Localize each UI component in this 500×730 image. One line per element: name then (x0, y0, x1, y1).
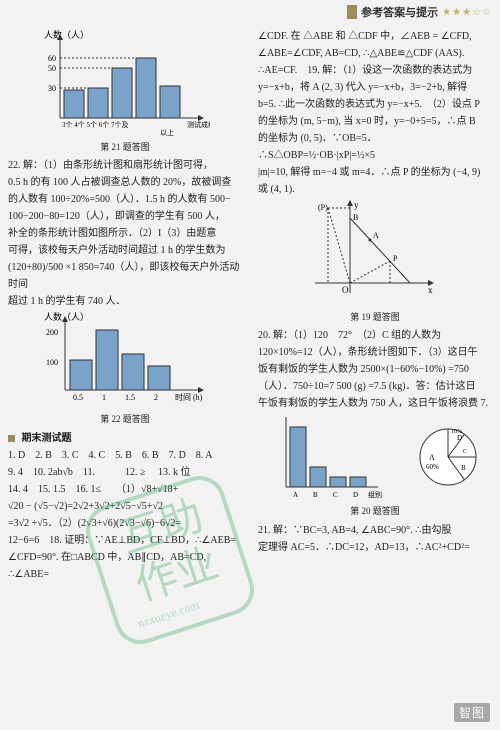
text-22a: 22. 解：（1）由条形统计图和扇形统计图可得， (8, 157, 242, 174)
svg-text:D: D (457, 434, 462, 442)
text-22e: 补全的条形统计图如图所示．（2）I（3）由题意 (8, 225, 242, 242)
final-l5: =3√2 +√5．（2）(2√3+√6)(2√3−√6)−6√2= (8, 515, 242, 532)
text-22g: (120+80)/500 ×1 850=740（人），即该校每天户外活动时间 (8, 259, 242, 293)
svg-text:2: 2 (154, 393, 158, 402)
svg-text:时间 (h): 时间 (h) (175, 392, 203, 402)
svg-text:200: 200 (46, 328, 58, 337)
svg-text:50: 50 (48, 64, 56, 73)
r6: 的坐标为 (m, 5−m), 当 x=0 时，y=−0+5=5，∴点 B (258, 113, 492, 130)
chart-20-pie: A 60% B C D 10% (413, 422, 483, 492)
final-l3: 14. 4 15. 1.5 16. 1≤ （1）√8+√18+ (8, 481, 242, 498)
r21a: 21. 解：∵BC=3, AB=4, ∠ABC=90°. ∴由勾股 (258, 522, 492, 539)
svg-text:B: B (461, 464, 466, 472)
chart-22: 人数（人） 100 200 0.5 1 1.5 2 时间 (h) (40, 310, 210, 410)
svg-text:测试成绩: 测试成绩 (187, 120, 210, 129)
left-column: 人数（人） 30 50 60 3个 4个 5个 6个 7个及 以上 测试成绩 第… (0, 24, 250, 714)
header-title: 参考答案与提示 (361, 4, 438, 20)
svg-text:C: C (333, 491, 338, 499)
r8: |m|=10, 解得 m=−4 或 m=4．∴点 P 的坐标为 (−4, 9) (258, 164, 492, 181)
chart20-caption: 第 20 题答图 (258, 504, 492, 519)
section-bullet (8, 435, 15, 442)
text-22c: 的人数有 100÷20%=500（人）．1.5 h 的人数有 500− (8, 191, 242, 208)
chart-20-bars: A B C D 组别 (268, 412, 388, 502)
svg-text:y: y (354, 200, 359, 210)
footer-watermark: 智图 (454, 703, 490, 722)
svg-text:以上: 以上 (160, 128, 174, 137)
r3: ∴AE=CF. 19. 解：（1）设这一次函数的表达式为 (258, 62, 492, 79)
final-l2: 9. 4 10. 2ab√b 11. 12. ≥ 13. k 位 (8, 464, 242, 481)
svg-text:O: O (342, 285, 349, 295)
text-22f: 可得，该校每天户外活动时间超过 1 h 的学生数为 (8, 242, 242, 259)
text-22h: 超过 1 h 的学生有 740 人． (8, 293, 242, 310)
final-header: 期末测试题 (22, 433, 72, 444)
page-header: 参考答案与提示 ★★★☆☆ (0, 0, 500, 24)
r9: 或 (4, 1). (258, 181, 492, 198)
svg-text:60: 60 (48, 54, 56, 63)
svg-text:100: 100 (46, 358, 58, 367)
chart21-caption: 第 21 题答图 (8, 140, 242, 155)
svg-text:30: 30 (48, 84, 56, 93)
header-accent (347, 5, 357, 19)
text-22b: 0.5 h 的有 100 人占被调查总人数的 20%，故被调查 (8, 174, 242, 191)
svg-text:P: P (393, 254, 398, 263)
svg-text:C: C (463, 449, 467, 455)
svg-text:A: A (293, 491, 298, 499)
r4: y=−x+b，将 A (2, 3) 代入 y=−x+b，3=−2+b, 解得 (258, 79, 492, 96)
svg-text:组别: 组别 (368, 490, 382, 499)
svg-text:B: B (353, 213, 358, 222)
final-l4: √20 − (√5−√2)=2√2+3√2+2√5−√5+√2 (8, 498, 242, 515)
right-column: ∠CDF. 在 △ABE 和 △CDF 中，∠AEB = ∠CFD, ∠ABE=… (250, 24, 500, 714)
svg-text:(P): (P) (318, 203, 328, 212)
svg-text:D: D (353, 491, 358, 499)
svg-text:0.5: 0.5 (73, 393, 83, 402)
r20b: 120×10%=12（人），条形统计图如下．（3）这日午 (258, 344, 492, 361)
chart19-caption: 第 19 题答图 (258, 310, 492, 325)
header-stars: ★★★☆☆ (442, 7, 492, 18)
r20d: （人）．750÷10=7 500 (g) =7.5 (kg)．答：估计这日 (258, 378, 492, 395)
r2: ∠ABE=∠CDF, AB=CD, ∴△ABE≌△CDF (AAS). (258, 45, 492, 62)
r1: ∠CDF. 在 △ABE 和 △CDF 中，∠AEB = ∠CFD, (258, 28, 492, 45)
svg-text:60%: 60% (426, 463, 439, 471)
chart-21: 人数（人） 30 50 60 3个 4个 5个 6个 7个及 以上 测试成绩 (40, 28, 210, 138)
r5: b=5. ∴此一次函数的表达式为 y=−x+5. （2）设点 P (258, 96, 492, 113)
svg-text:A: A (373, 231, 379, 240)
r21b: 定理得 AC=5．∴DC=12，AD=13，∴AC²+CD²= (258, 539, 492, 556)
final-header-row: 期末测试题 (8, 430, 242, 447)
svg-text:10%: 10% (451, 429, 462, 435)
svg-text:3个 4个 5个 6个 7个及: 3个 4个 5个 6个 7个及 (62, 121, 129, 129)
svg-text:x: x (428, 285, 433, 295)
final-l7: ∠CFD=90°. 在□ABCD 中，AB∥CD，AB=CD, ∴∠ABE= (8, 549, 242, 583)
r20e: 午饭有剩饭的学生人数为 750 人，这日午饭将浪费 7. (258, 395, 492, 412)
chart22-caption: 第 22 题答图 (8, 412, 242, 427)
r7: 的坐标为 (0, 5)．∵OB=5．∴S△OBP=½·OB·|xP|=½×5 (258, 130, 492, 164)
final-l6: 12−6=6 18. 证明：∵AE⊥BD，CF⊥BD，∴∠AEB= (8, 532, 242, 549)
chart-19: y x O (P) B A P (310, 198, 440, 308)
text-22d: 100−200−80=120（人），即调查的学生有 500 人， (8, 208, 242, 225)
svg-text:B: B (313, 491, 318, 499)
svg-text:人数（人）: 人数（人） (44, 29, 89, 40)
r20c: 饭有剩饭的学生人数为 2500×(1−60%−10%) =750 (258, 361, 492, 378)
svg-text:1: 1 (102, 393, 106, 402)
final-l1: 1. D 2. B 3. C 4. C 5. B 6. B 7. D 8. A (8, 447, 242, 464)
svg-text:A: A (429, 453, 435, 462)
svg-text:1.5: 1.5 (125, 393, 135, 402)
r20a: 20. 解：（1）120 72° （2）C 组的人数为 (258, 327, 492, 344)
